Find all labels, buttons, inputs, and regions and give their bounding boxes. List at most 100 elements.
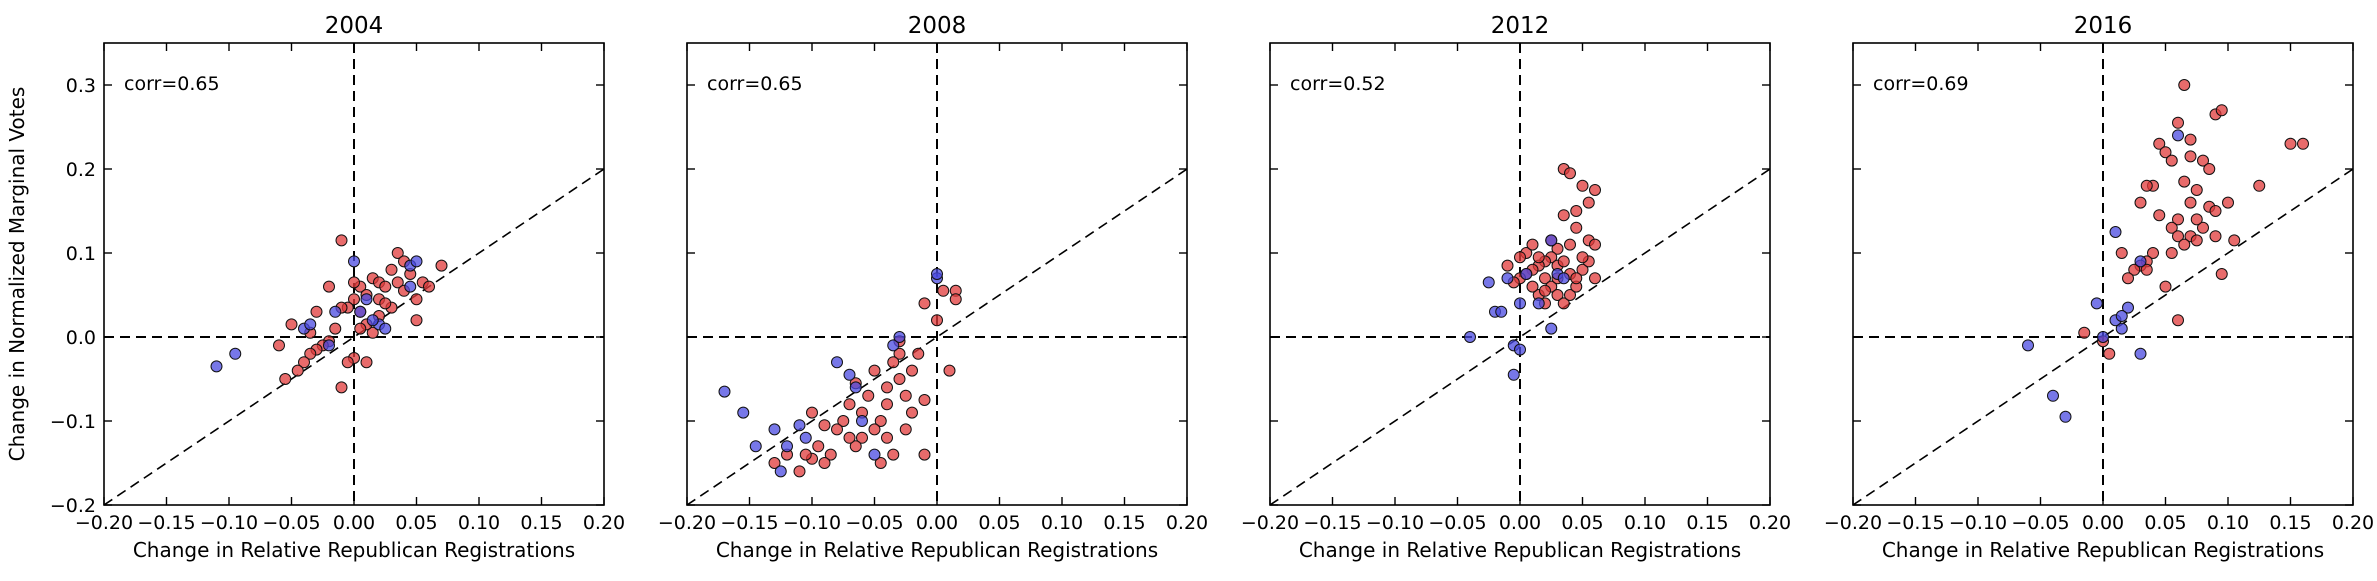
data-point-blue [1495,305,1508,318]
plot-area [104,43,604,505]
data-point-blue [410,255,423,268]
data-point-blue [768,423,781,436]
panel-title: 2016 [2074,13,2133,39]
y-tick-label: −0.2 [50,495,96,517]
data-point-red [918,297,931,310]
data-point-blue [366,314,379,327]
x-tick-label: −0.15 [1886,512,1944,534]
x-tick-label: −0.10 [1949,512,2007,534]
data-point-red [931,314,943,327]
data-point-red [285,318,298,331]
plot-area [1270,43,1770,505]
data-point-red [837,415,850,427]
x-tick-label: 0.20 [1749,512,1791,534]
x-tick-label: 0.05 [1561,512,1603,534]
data-point-red [868,364,881,377]
x-tick-label: 0.00 [916,512,958,534]
data-point-red [1551,242,1564,255]
data-point-red [391,247,404,259]
data-point-red [379,297,392,310]
data-point-red [348,276,360,289]
data-point-red [1532,251,1545,264]
x-tick-label: −0.15 [720,512,778,534]
data-point-red [1576,251,1589,264]
data-point-blue [1545,234,1558,247]
data-point-red [1564,289,1576,301]
data-point-red [1564,167,1576,180]
data-point-red [2297,137,2309,150]
data-point-red [2165,247,2178,259]
x-tick-label: −0.05 [845,512,903,534]
scatter-panel-2004: −0.20 −0.15 −0.10 −0.05 0.00 0.05 0.10 0.15 0.20… [50,13,625,562]
data-point-red [329,322,342,335]
data-point-blue [749,440,762,453]
data-point-blue [887,339,900,352]
x-tick-label: 0.15 [1103,512,1145,534]
data-point-red [881,381,893,394]
scatter-panel-2016: −0.20 −0.15 −0.10 −0.05 0.00 0.05 0.10 0.15 0.20… [1824,13,2374,562]
data-point-red [2147,247,2159,259]
corr-annotation: corr=0.69 [1873,73,1969,95]
data-point-blue [1501,272,1514,285]
data-point-red [868,423,881,436]
data-point-blue [304,318,317,331]
x-tick-label: −0.05 [1428,512,1486,534]
data-point-red [304,347,317,360]
data-point-blue [2059,410,2072,423]
data-point-red [874,457,887,469]
x-tick-label: −0.20 [75,512,133,534]
data-point-red [881,398,893,411]
data-point-blue [774,465,787,478]
data-point-blue [1557,272,1570,285]
x-tick-label: 0.20 [583,512,625,534]
x-tick-label: −0.15 [137,512,195,534]
corr-annotation: corr=0.52 [1290,73,1386,95]
data-point-red [893,373,906,385]
panel-title: 2008 [908,13,967,39]
data-point-red [899,389,912,402]
data-point-blue [856,415,868,427]
data-point-red [849,440,862,453]
data-point-red [918,394,931,406]
data-point-blue [849,381,862,394]
data-point-blue [2134,347,2147,360]
data-point-red [949,293,962,306]
x-axis-label: Change in Relative Republican Registrati… [1882,538,2324,562]
data-point-red [2190,234,2203,247]
data-point-red [2184,150,2197,163]
data-point-red [2197,221,2209,234]
data-point-red [806,406,818,419]
data-point-red [831,423,843,436]
data-point-red [1570,205,1583,217]
data-point-red [310,305,323,318]
data-point-red [2115,247,2128,259]
scatter-panel-2012: −0.20 −0.15 −0.10 −0.05 0.00 0.05 0.10 0.15 0.20… [1241,13,1791,562]
data-point-red [2159,280,2172,293]
x-tick-label: 0.15 [520,512,562,534]
data-point-red [2197,154,2209,167]
data-point-red [366,326,379,339]
y-tick-label: 0.2 [66,159,96,181]
x-tick-label: 0.10 [1041,512,1083,534]
data-point-red [818,419,831,432]
data-point-red [2184,133,2197,146]
data-point-red [2159,146,2172,159]
data-point-red [435,259,448,272]
data-point-red [1557,297,1570,310]
data-point-red [874,415,887,427]
data-point-blue [2172,129,2184,142]
data-point-red [1514,251,1526,264]
data-point-red [843,431,856,444]
data-point-red [273,339,285,352]
plot-area [687,43,1187,505]
data-point-red [2165,154,2178,167]
data-point-blue [2022,339,2034,352]
data-point-blue [404,280,417,293]
data-point-red [323,280,335,293]
data-point-red [812,440,825,453]
data-point-red [2172,230,2184,243]
data-point-blue [799,431,812,444]
data-point-red [2172,314,2184,327]
y-axis-label: Change in Normalized Marginal Votes [5,87,29,462]
data-point-red [298,356,310,369]
